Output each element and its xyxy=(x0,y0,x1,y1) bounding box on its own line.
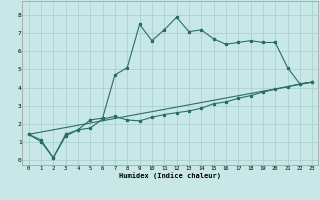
X-axis label: Humidex (Indice chaleur): Humidex (Indice chaleur) xyxy=(119,172,221,179)
